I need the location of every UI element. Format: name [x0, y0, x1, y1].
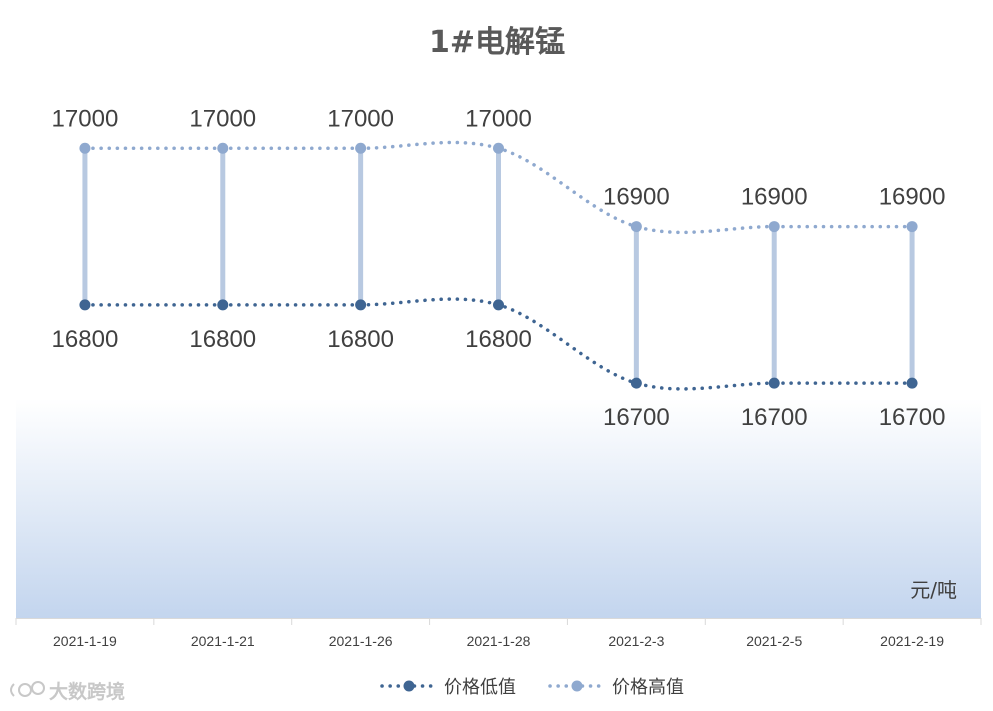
- point-high: [906, 221, 918, 233]
- data-label-high: 16900: [603, 184, 670, 211]
- data-label-low: 16700: [741, 404, 808, 431]
- data-label-high: 17000: [465, 105, 532, 132]
- point-high: [768, 221, 780, 233]
- x-tick-label: 2021-2-3: [608, 633, 664, 649]
- data-label-low: 16800: [465, 326, 532, 353]
- point-high: [217, 142, 229, 154]
- chart-title: 1#电解锰: [429, 25, 565, 60]
- x-tick-label: 2021-1-21: [191, 633, 255, 649]
- legend-item-high: 价格高值: [548, 677, 684, 698]
- x-tick-label: 2021-1-19: [53, 633, 117, 649]
- point-low: [768, 377, 780, 389]
- point-high: [79, 142, 91, 154]
- x-axis: 2021-1-19 2021-1-21 2021-1-26 2021-1-28 2021…: [15, 618, 982, 649]
- point-high: [630, 221, 642, 233]
- data-label-low: 16800: [189, 326, 256, 353]
- legend-label: 价格低值: [444, 677, 516, 698]
- point-low: [355, 299, 367, 311]
- legend: 价格低值 价格高值: [380, 677, 684, 698]
- x-tick-label: 2021-2-19: [880, 633, 944, 649]
- watermark-text: 大数跨境: [49, 680, 125, 703]
- data-label-high: 17000: [52, 105, 119, 132]
- legend-item-low: 价格低值: [380, 677, 516, 698]
- data-label-low: 16800: [52, 326, 119, 353]
- data-label-low: 16700: [879, 404, 946, 431]
- series-layer: [79, 140, 918, 391]
- data-label-low: 16700: [603, 404, 670, 431]
- point-high: [493, 142, 504, 154]
- point-low: [79, 299, 91, 311]
- data-label-high: 16900: [879, 184, 946, 211]
- plot-area-background: [16, 305, 981, 618]
- point-low: [906, 377, 918, 389]
- legend-label: 价格高值: [612, 677, 684, 698]
- point-high: [355, 142, 367, 154]
- data-label-high: 17000: [189, 105, 256, 132]
- legend-swatch-marker: [403, 680, 415, 692]
- point-low: [630, 377, 642, 389]
- data-labels: 17000 17000 17000 17000 16900 16900 16900 16800…: [52, 105, 946, 431]
- data-label-high: 16900: [741, 184, 808, 211]
- point-low: [493, 299, 504, 311]
- watermark-logo-icon: [10, 681, 45, 697]
- watermark: 大数跨境: [10, 680, 125, 703]
- x-tick-label: 2021-1-28: [467, 633, 531, 649]
- x-tick-label: 2021-2-5: [746, 633, 802, 649]
- point-low: [217, 299, 229, 311]
- legend-swatch-marker: [571, 680, 583, 692]
- unit-label: 元/吨: [910, 578, 957, 602]
- high-low-lines: [82, 148, 915, 384]
- x-tick-label: 2021-1-26: [329, 633, 393, 649]
- data-label-low: 16800: [327, 326, 394, 353]
- data-label-high: 17000: [327, 105, 394, 132]
